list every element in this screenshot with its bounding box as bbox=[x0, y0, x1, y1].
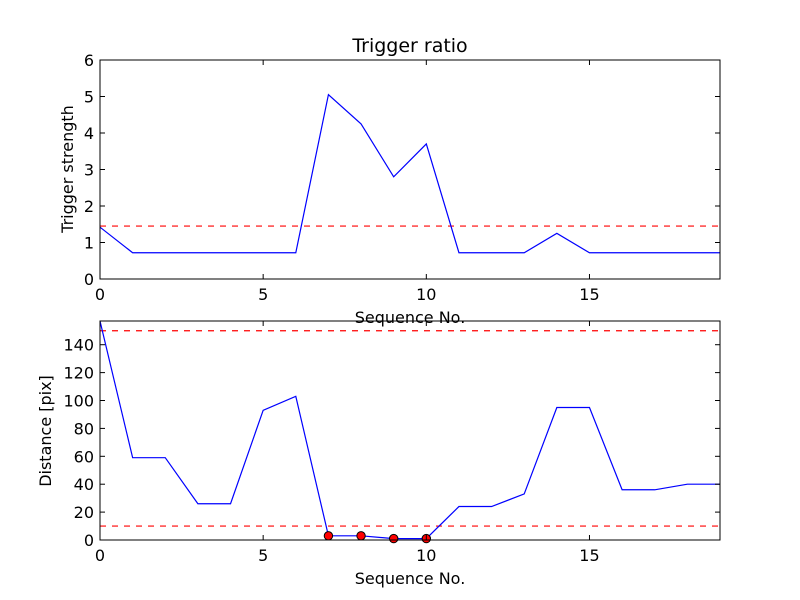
top-chart-title: Trigger ratio bbox=[351, 35, 467, 57]
bottom-x-tick-label: 0 bbox=[95, 546, 105, 565]
bottom-subplot: Sequence No. Distance [pix] 0 5 10 15 0 20 40 6… bbox=[36, 320, 721, 588]
bottom-y-tick-label: 120 bbox=[63, 364, 94, 383]
bottom-y-tick-label: 0 bbox=[84, 531, 94, 550]
bottom-y-tick-label: 20 bbox=[74, 503, 94, 522]
top-axes-frame bbox=[99, 59, 721, 280]
bottom-y-axis-label: Distance [pix] bbox=[36, 375, 55, 487]
top-y-tick-label: 1 bbox=[84, 234, 94, 253]
top-y-axis-label: Trigger strength bbox=[58, 105, 77, 234]
bottom-x-axis-label: Sequence No. bbox=[355, 569, 466, 588]
top-y-tick-label: 0 bbox=[84, 270, 94, 289]
bottom-x-tick-label: 5 bbox=[258, 546, 268, 565]
bottom-marker-point bbox=[323, 531, 334, 541]
top-y-tick-label: 3 bbox=[84, 161, 94, 180]
top-subplot: Trigger ratio Sequence No. Trigger stren… bbox=[58, 35, 721, 327]
top-x-axis-label: Sequence No. bbox=[355, 308, 466, 327]
top-x-tick-label: 5 bbox=[258, 285, 268, 304]
bottom-axes-frame bbox=[99, 320, 721, 541]
bottom-y-tick-label: 100 bbox=[63, 392, 94, 411]
bottom-y-tick-label: 140 bbox=[63, 336, 94, 355]
top-x-tick-label: 10 bbox=[416, 285, 436, 304]
bottom-series-line-0 bbox=[100, 321, 720, 540]
bottom-x-tick-label: 15 bbox=[579, 546, 599, 565]
bottom-x-tick-label: 10 bbox=[416, 546, 436, 565]
bottom-marker-point bbox=[388, 533, 399, 544]
top-series-line-0 bbox=[100, 93, 720, 254]
bottom-y-tick-label: 80 bbox=[74, 419, 94, 438]
top-x-tick-label: 15 bbox=[579, 285, 599, 304]
top-y-tick-label: 2 bbox=[84, 197, 94, 216]
top-y-tick-label: 5 bbox=[84, 88, 94, 107]
top-y-tick-label: 4 bbox=[84, 124, 94, 143]
bottom-y-tick-label: 40 bbox=[74, 475, 94, 494]
bottom-y-tick-label: 60 bbox=[74, 447, 94, 466]
top-y-tick-label: 6 bbox=[84, 51, 94, 70]
top-x-tick-label: 0 bbox=[95, 285, 105, 304]
bottom-marker-point bbox=[356, 531, 366, 541]
